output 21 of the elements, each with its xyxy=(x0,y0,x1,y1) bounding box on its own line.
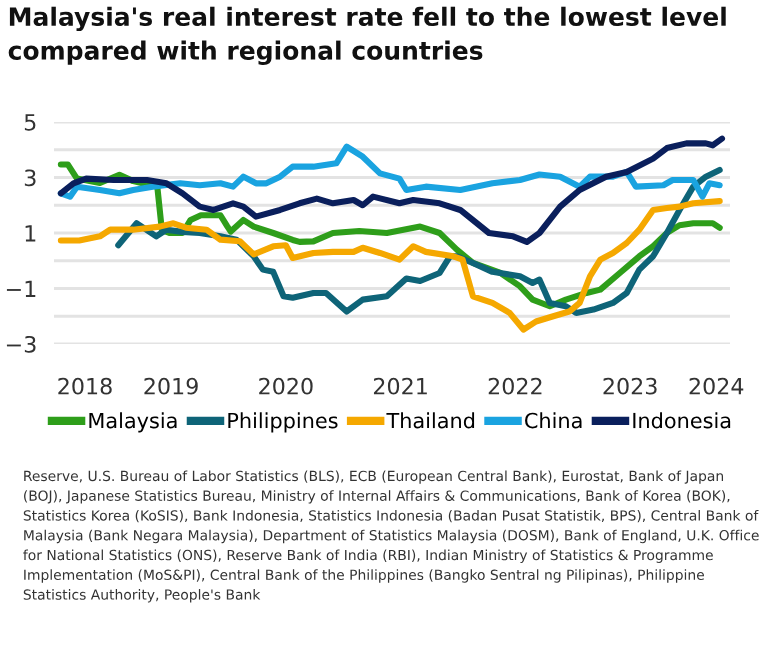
y-tick-label: 3 xyxy=(24,169,36,187)
x-tick-label: 2024 xyxy=(689,377,744,395)
x-tick-label: 2020 xyxy=(259,377,313,395)
x-tick-label: 2019 xyxy=(144,377,198,395)
y-tick-label: −3 xyxy=(6,335,36,353)
chart-title: Malaysia's real interest rate fell to the lowest level compared with regional countries xyxy=(8,6,726,65)
line-series xyxy=(57,198,723,333)
legend-label: Indonesia xyxy=(633,412,731,429)
x-tick-label: 2018 xyxy=(58,377,112,395)
legend-label: Thailand xyxy=(386,412,475,429)
x-tick-label: 2022 xyxy=(488,377,542,395)
legend-label: China xyxy=(525,412,582,429)
y-tick-label: 1 xyxy=(25,225,36,242)
legend-label: Philippines xyxy=(228,412,338,433)
y-tick-label: −1 xyxy=(6,280,36,297)
line-series xyxy=(57,135,726,245)
x-tick-label: 2021 xyxy=(373,377,427,395)
x-tick-label: 2023 xyxy=(603,377,657,395)
y-tick-label: 5 xyxy=(24,114,36,131)
line-series xyxy=(57,143,723,200)
legend-label: Malaysia xyxy=(89,412,177,433)
